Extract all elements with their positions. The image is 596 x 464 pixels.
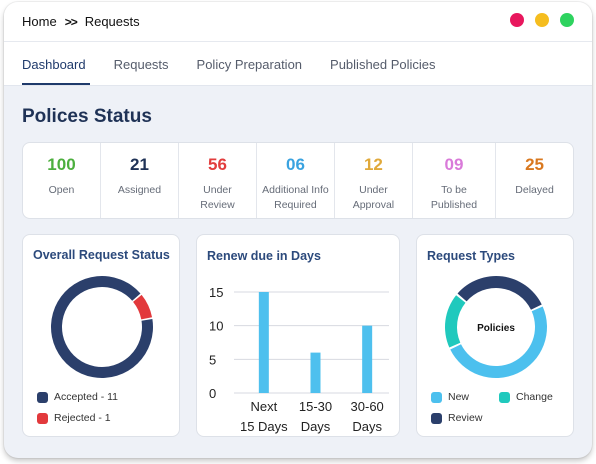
legend-change: Change xyxy=(499,391,553,403)
stat-to-be-published[interactable]: 09 To be Published xyxy=(413,143,497,218)
legend-rejected: Rejected - 1 xyxy=(37,412,111,424)
legend-swatch xyxy=(431,391,442,403)
request-types-donut: Policies xyxy=(445,276,548,379)
renew-due-card: Renew due in Days 0 5 10 15 Next 15 Days 15-30… xyxy=(196,234,400,437)
x-tick-label: 30-60 xyxy=(351,399,384,414)
stat-value: 56 xyxy=(208,155,227,174)
stat-under-review[interactable]: 56 Under Review xyxy=(179,143,257,218)
legend-swatch xyxy=(431,412,442,424)
stat-value: 06 xyxy=(285,155,305,174)
stat-value: 25 xyxy=(525,155,544,174)
request-types-card: Request Types Policies New Change Review xyxy=(416,234,574,437)
tab-bar: Dashboard Requests Policy Preparation Pu… xyxy=(4,42,592,86)
legend-swatch xyxy=(37,412,48,424)
legend-label: Accepted - 11 xyxy=(54,391,119,403)
y-tick-label: 15 xyxy=(209,285,223,300)
stat-value: 100 xyxy=(47,155,76,174)
donut-slice-review xyxy=(457,276,542,310)
overall-status-donut xyxy=(50,275,153,378)
top-bar: Home >> Requests xyxy=(4,2,592,42)
legend-swatch xyxy=(37,391,48,403)
bar-2 xyxy=(310,352,321,393)
donut-slice-rejected xyxy=(133,294,153,320)
donut-center-label: Policies xyxy=(477,323,515,334)
donut-slice-accepted xyxy=(50,275,153,378)
y-tick-label: 10 xyxy=(209,319,223,334)
donut-slice-change xyxy=(445,295,466,348)
breadcrumb-separator: >> xyxy=(64,14,78,29)
stat-label: Under Review xyxy=(200,184,235,211)
bar-1 xyxy=(258,292,269,393)
stat-open[interactable]: 100 Open xyxy=(23,143,101,218)
stat-label: Under Approval xyxy=(352,184,395,211)
window-controls xyxy=(510,13,574,27)
stat-delayed[interactable]: 25 Delayed xyxy=(496,143,573,218)
legend-label: Rejected - 1 xyxy=(54,412,111,424)
overall-request-status-card: Overall Request Status Accepted - 11 Rej… xyxy=(22,234,180,437)
breadcrumb-current: Requests xyxy=(84,14,140,29)
stat-assigned[interactable]: 21 Assigned xyxy=(101,143,179,218)
tab-policy-preparation[interactable]: Policy Preparation xyxy=(196,57,303,72)
x-tick-label: Days xyxy=(301,419,331,434)
tab-dashboard[interactable]: Dashboard xyxy=(22,57,90,85)
stat-label: Delayed xyxy=(515,184,554,196)
tab-published-policies[interactable]: Published Policies xyxy=(330,57,436,72)
y-tick-label: 5 xyxy=(209,352,216,367)
minimize-window-dot[interactable] xyxy=(535,13,549,27)
page-title: Polices Status xyxy=(22,106,152,127)
close-window-dot[interactable] xyxy=(510,13,524,27)
legend-swatch xyxy=(499,391,510,403)
legend-review: Review xyxy=(431,412,482,424)
stat-value: 12 xyxy=(363,155,383,174)
tab-requests[interactable]: Requests xyxy=(113,57,169,72)
card-title: Request Types xyxy=(427,249,515,263)
stat-label: To be Published xyxy=(430,184,478,211)
legend-new: New xyxy=(431,391,469,403)
x-tick-label: Days xyxy=(352,419,382,434)
renew-bar-chart: 0 5 10 15 Next 15 Days 15-30 Days 30-60 Days xyxy=(209,285,389,434)
stat-label: Assigned xyxy=(117,184,162,196)
legend-accepted: Accepted - 11 xyxy=(37,391,118,403)
app-window: Home >> Requests Dashboard Requests Poli… xyxy=(4,2,592,458)
stat-value: 21 xyxy=(130,155,149,174)
stat-value: 09 xyxy=(444,155,464,174)
x-tick-label: 15 Days xyxy=(240,419,288,434)
stat-under-approval[interactable]: 12 Under Approval xyxy=(335,143,413,218)
legend-label: New xyxy=(448,391,470,403)
status-summary: 100 Open 21 Assigned 56 Under Review 06 … xyxy=(22,142,574,219)
breadcrumb-home[interactable]: Home xyxy=(22,14,57,29)
stat-additional-info[interactable]: 06 Additional Info Required xyxy=(257,143,335,218)
y-tick-label: 0 xyxy=(209,386,216,401)
stat-label: Open xyxy=(48,184,75,196)
donut-slice-new xyxy=(450,306,548,379)
x-tick-label: 15-30 xyxy=(299,399,332,414)
stat-label: Additional Info Required xyxy=(262,184,329,211)
card-title: Overall Request Status xyxy=(33,248,170,262)
legend-label: Change xyxy=(516,391,553,403)
maximize-window-dot[interactable] xyxy=(560,13,574,27)
bar-3 xyxy=(362,325,373,393)
card-title: Renew due in Days xyxy=(207,249,321,263)
legend-label: Review xyxy=(448,412,483,424)
x-tick-label: Next xyxy=(250,399,277,414)
